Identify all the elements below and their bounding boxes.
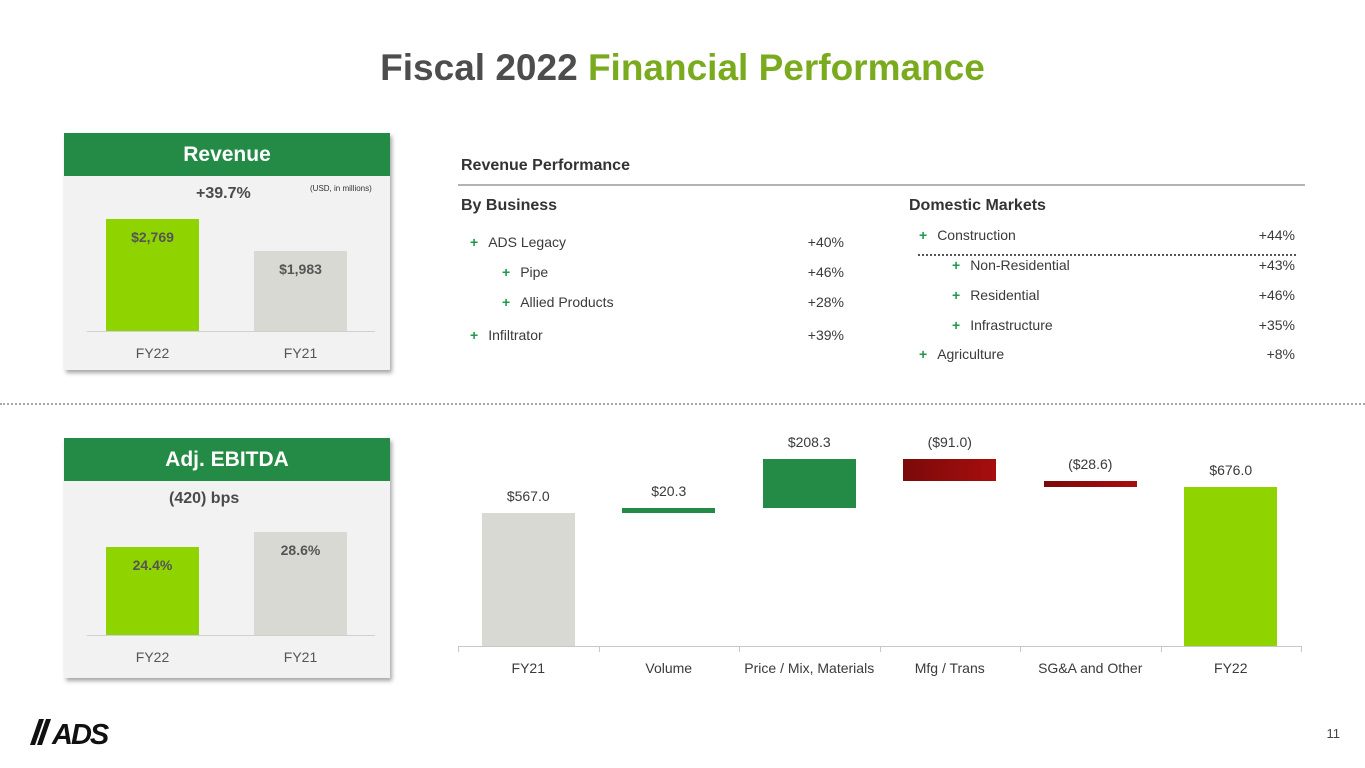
plus-icon: + <box>919 227 928 243</box>
plus-icon: + <box>470 234 479 250</box>
list-item: + Infiltrator +39% <box>470 327 844 343</box>
plus-icon: + <box>952 287 961 303</box>
revenue-panel-header: Revenue <box>64 133 390 176</box>
revenue_panel-category-label: FY21 <box>283 345 318 361</box>
revenue_panel-bar-fy22 <box>106 219 199 331</box>
waterfall-bar <box>622 508 716 513</box>
waterfall-value-label: $676.0 <box>1209 462 1253 479</box>
plus-icon: + <box>952 257 961 273</box>
by-business-heading: By Business <box>461 197 558 214</box>
ebitda-panel: Adj. EBITDA (420) bps 24.4% FY22 28.6% FY21 <box>64 438 390 678</box>
waterfall-bar <box>1184 487 1278 646</box>
revenue-unit-note: (USD, in millions) <box>310 184 372 193</box>
waterfall-axis-tick <box>739 646 740 652</box>
waterfall-category-label: SG&A and Other <box>1038 660 1143 676</box>
revenue_panel-bar-fy21 <box>254 250 347 331</box>
ebitda_panel-bar-value-label: 24.4% <box>132 557 173 574</box>
list-item: + Infrastructure +35% <box>952 317 1295 333</box>
waterfall-value-label: ($91.0) <box>927 434 972 451</box>
list-item: + Allied Products +28% <box>502 294 844 310</box>
ebitda_panel-category-label: FY21 <box>283 649 318 665</box>
revenue-performance-title: Revenue Performance <box>461 157 630 174</box>
plus-icon: + <box>952 317 961 333</box>
ebitda-change-metric: (420) bps <box>169 490 240 507</box>
waterfall-axis-tick <box>598 646 600 652</box>
revenue_panel-bar-value-label: $1,983 <box>279 260 322 277</box>
waterfall-bar <box>903 459 997 481</box>
waterfall-bar <box>762 459 856 509</box>
list-item: + Residential +46% <box>952 287 1295 303</box>
list-item: + Construction +44% <box>919 227 1295 243</box>
revenue-panel: Revenue +39.7% (USD, in millions) $2,769… <box>64 133 390 370</box>
waterfall-axis-tick <box>1160 646 1162 652</box>
revenue-performance-rule <box>458 184 1305 186</box>
waterfall-axis-tick <box>1301 646 1302 652</box>
waterfall-category-label: Price / Mix, Materials <box>744 660 875 676</box>
logo-text: ADS <box>51 719 110 747</box>
waterfall-bar <box>1043 480 1137 488</box>
waterfall-category-label: FY22 <box>1214 660 1248 676</box>
revenue-baseline <box>87 331 375 332</box>
waterfall-value-label: $208.3 <box>787 434 831 451</box>
waterfall-axis-tick <box>458 646 459 652</box>
title-main: Fiscal 2022 <box>380 47 578 88</box>
waterfall-bar <box>481 513 575 646</box>
plus-icon: + <box>502 264 511 280</box>
revenue-growth-metric: +39.7% <box>196 185 251 202</box>
ebitda_panel-category-label: FY22 <box>135 649 170 665</box>
waterfall-category-label: Volume <box>645 660 693 676</box>
title-accent: Financial Performance <box>587 47 985 88</box>
list-item: + Agriculture +8% <box>919 346 1295 362</box>
plus-icon: + <box>470 327 479 343</box>
plus-icon: + <box>502 294 511 310</box>
waterfall-category-label: FY21 <box>511 660 545 676</box>
waterfall-axis-tick <box>879 646 881 652</box>
ebitda-panel-header: Adj. EBITDA <box>64 438 390 481</box>
revenue_panel-bar-value-label: $2,769 <box>131 229 174 245</box>
page-number: 11 <box>1326 726 1341 741</box>
ads-logo-icon: ADS <box>30 719 112 747</box>
section-separator <box>0 403 1365 405</box>
domestic-markets-heading: Domestic Markets <box>909 197 1046 214</box>
waterfall-value-label: $567.0 <box>506 488 550 504</box>
ebitda_panel-bar-fy22 <box>106 547 199 635</box>
plus-icon: + <box>919 346 928 362</box>
waterfall-value-label: ($28.6) <box>1068 455 1113 472</box>
ebitda_panel-bar-value-label: 28.6% <box>280 542 321 558</box>
page-title: Fiscal 2022 Financial Performance <box>0 47 1365 89</box>
waterfall-category-label: Mfg / Trans <box>914 660 985 676</box>
ebitda_panel-bar-fy21 <box>254 532 347 635</box>
waterfall-value-label: $20.3 <box>651 483 687 500</box>
revenue_panel-category-label: FY22 <box>135 345 170 361</box>
list-item: + ADS Legacy +40% <box>470 234 844 250</box>
dotted-divider <box>918 254 1296 256</box>
ebitda-baseline <box>87 635 375 636</box>
list-item: + Pipe +46% <box>502 264 844 280</box>
waterfall-axis-tick <box>1020 646 1021 652</box>
list-item: + Non-Residential +43% <box>952 257 1295 273</box>
